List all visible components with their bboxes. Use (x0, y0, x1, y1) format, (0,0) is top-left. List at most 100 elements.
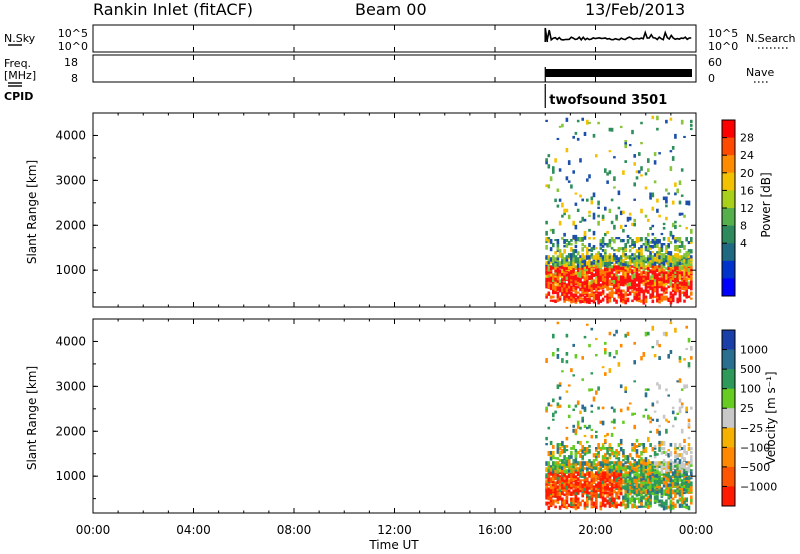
range-cell (588, 495, 591, 501)
range-cell (570, 505, 573, 509)
range-cell (676, 253, 679, 256)
range-cell (606, 459, 609, 464)
range-cell (685, 497, 688, 502)
range-cell (680, 255, 684, 259)
range-cell (624, 271, 627, 275)
range-cell (633, 279, 636, 284)
range-cell (674, 255, 677, 260)
range-cell (552, 259, 555, 263)
range-cell (613, 471, 616, 475)
range-cell (653, 277, 657, 282)
range-cell (610, 273, 614, 277)
range-cell (608, 150, 612, 153)
range-cell (678, 491, 682, 496)
range-cell (608, 487, 612, 491)
range-cell (579, 501, 582, 504)
range-cell (599, 277, 603, 282)
range-cell (642, 487, 646, 492)
range-cell (647, 158, 650, 163)
range-cell (547, 164, 551, 169)
range-cell (552, 255, 555, 260)
range-cell (581, 416, 584, 420)
range-cell (683, 449, 686, 454)
range-cell (597, 447, 600, 450)
range-cell (576, 259, 580, 264)
colorbar-swatch (722, 369, 735, 390)
range-cell (561, 287, 564, 293)
range-cell (576, 420, 580, 426)
range-cell (610, 493, 614, 498)
range-cell (690, 277, 693, 281)
range-cell (619, 125, 623, 129)
colorbar-tick-label: 500 (740, 363, 761, 376)
range-cell (586, 461, 589, 466)
range-cell (558, 198, 562, 202)
range-cell (624, 275, 627, 279)
range-cell (556, 259, 560, 262)
range-cell (545, 277, 548, 283)
range-cell (592, 461, 596, 466)
range-cell (640, 287, 643, 290)
range-cell (662, 196, 666, 201)
range-cell (581, 269, 584, 275)
range-cell (608, 127, 612, 132)
range-cell (588, 121, 591, 124)
range-cell (660, 247, 664, 252)
range-cell (552, 273, 555, 279)
range-cell (599, 293, 603, 297)
range-cell (556, 402, 560, 406)
range-cell (554, 499, 557, 503)
range-cell (604, 269, 607, 272)
range-cell (552, 281, 555, 287)
range-cell (606, 285, 609, 290)
range-cell (554, 465, 557, 470)
range-cell (561, 489, 564, 495)
range-cell (635, 505, 639, 509)
range-cell (649, 430, 652, 433)
range-cell (638, 459, 641, 462)
range-cell (683, 491, 686, 495)
range-cell (586, 279, 589, 282)
range-cell (635, 477, 639, 482)
time-tick-label: 20:00 (578, 523, 613, 537)
colorbar-tick-label: 100 (740, 383, 761, 396)
range-cell (615, 269, 618, 274)
range-cell (549, 489, 553, 495)
range-cell (554, 287, 557, 292)
range-cell (574, 495, 578, 499)
range-cell (638, 287, 641, 292)
range-cell (590, 467, 594, 471)
range-cell (592, 212, 596, 217)
range-cell (653, 461, 657, 466)
range-cell (613, 483, 616, 487)
range-tick-label: 4000 (55, 128, 86, 142)
range-cell (690, 285, 693, 291)
range-cell (680, 388, 684, 391)
range-cell (651, 257, 655, 262)
range-cell (631, 449, 634, 452)
range-cell (687, 285, 691, 290)
range-cell (563, 499, 566, 502)
range-cell (604, 461, 607, 466)
range-cell (647, 503, 650, 508)
range-cell (590, 410, 594, 413)
range-cell (601, 261, 605, 265)
range-cell (619, 265, 623, 271)
range-cell (658, 241, 661, 244)
range-cell (685, 289, 688, 295)
range-cell (552, 483, 555, 487)
range-cell (671, 461, 675, 465)
range-cell (631, 247, 634, 250)
range-cell (687, 479, 691, 484)
range-cell (658, 424, 661, 428)
range-cell (640, 257, 643, 263)
range-cell (647, 232, 650, 237)
range-cell (687, 461, 691, 464)
range-cell (545, 479, 548, 484)
range-cell (588, 210, 591, 214)
range-cell (662, 479, 666, 483)
range-cell (604, 459, 607, 464)
range-cell (638, 152, 641, 156)
range-cell (615, 501, 618, 505)
range-cell (687, 267, 691, 272)
